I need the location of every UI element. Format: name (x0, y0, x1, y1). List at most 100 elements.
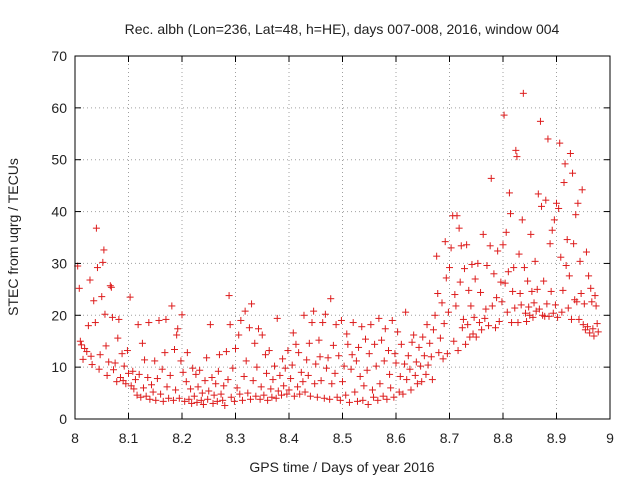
data-point (554, 313, 562, 321)
data-point (219, 396, 227, 404)
data-points (74, 89, 602, 410)
data-point (433, 252, 441, 260)
data-point (457, 242, 465, 250)
data-point (315, 336, 323, 344)
data-point (548, 226, 556, 234)
data-point (410, 331, 418, 339)
data-point (84, 322, 92, 330)
data-point (326, 395, 334, 403)
data-point (153, 375, 161, 383)
data-point (214, 367, 222, 375)
data-point (297, 368, 305, 376)
data-point (565, 272, 573, 280)
data-point (355, 343, 363, 351)
data-point (296, 390, 304, 398)
data-point (172, 386, 180, 394)
data-point (182, 378, 190, 386)
data-point (513, 153, 521, 161)
data-point (329, 341, 337, 349)
data-point (561, 160, 569, 168)
data-point (456, 278, 464, 286)
data-point (512, 146, 520, 154)
data-point (436, 334, 444, 342)
y-tick-label: 20 (51, 307, 67, 323)
data-point (376, 380, 384, 388)
data-point (76, 337, 84, 345)
data-point (584, 323, 592, 331)
data-point (294, 383, 302, 391)
data-point (331, 369, 339, 377)
data-point (141, 356, 149, 364)
data-point (485, 322, 493, 330)
data-point (177, 357, 185, 365)
data-point (332, 321, 340, 329)
data-point (201, 377, 209, 385)
data-point (575, 315, 583, 323)
data-point (320, 394, 328, 402)
data-point (319, 319, 327, 327)
data-point (192, 370, 200, 378)
data-point (438, 299, 446, 307)
data-point (215, 351, 223, 359)
data-point (360, 382, 368, 390)
data-point (146, 395, 154, 403)
data-point (135, 370, 143, 378)
data-point (353, 397, 361, 405)
data-point (556, 139, 564, 147)
data-point (397, 340, 405, 348)
data-point (118, 350, 126, 358)
y-tick-label: 50 (51, 152, 67, 168)
data-point (458, 324, 466, 332)
data-point (283, 390, 291, 398)
data-point (108, 313, 116, 321)
data-point (157, 390, 165, 398)
data-point (396, 372, 404, 380)
data-point (577, 290, 585, 298)
data-point (280, 382, 288, 390)
data-point (590, 332, 598, 340)
x-tick-label: 8 (71, 430, 79, 446)
data-point (505, 189, 513, 197)
data-point (587, 284, 595, 292)
data-point (187, 385, 195, 393)
data-point (339, 378, 346, 386)
data-point (563, 236, 571, 244)
data-point (509, 287, 517, 295)
data-point (434, 290, 442, 298)
data-point (321, 310, 329, 318)
data-point (406, 365, 414, 373)
data-point (230, 397, 238, 405)
data-point (189, 364, 197, 372)
data-point (181, 397, 189, 405)
data-point (404, 352, 412, 360)
data-point (488, 302, 496, 310)
data-point (383, 395, 391, 403)
data-point (394, 328, 402, 336)
data-point (322, 364, 330, 372)
data-point (519, 89, 527, 97)
data-point (580, 300, 588, 308)
data-point (91, 319, 99, 327)
data-point (87, 352, 95, 360)
data-point (413, 380, 421, 388)
data-point (531, 257, 539, 265)
data-point (467, 302, 475, 310)
data-point (333, 393, 341, 401)
data-point (379, 392, 387, 400)
data-point (518, 216, 526, 224)
data-point (538, 202, 546, 210)
data-point (267, 385, 275, 393)
data-point (365, 350, 373, 358)
data-point (120, 362, 128, 370)
data-point (316, 353, 324, 361)
data-point (313, 393, 321, 401)
data-point (185, 395, 193, 403)
data-point (477, 288, 485, 296)
data-point (198, 389, 206, 397)
data-point (392, 359, 400, 367)
data-point (335, 352, 343, 360)
x-tick-label: 8.4 (279, 430, 299, 446)
data-point (225, 292, 233, 300)
data-point (343, 330, 351, 338)
data-point (562, 262, 570, 270)
